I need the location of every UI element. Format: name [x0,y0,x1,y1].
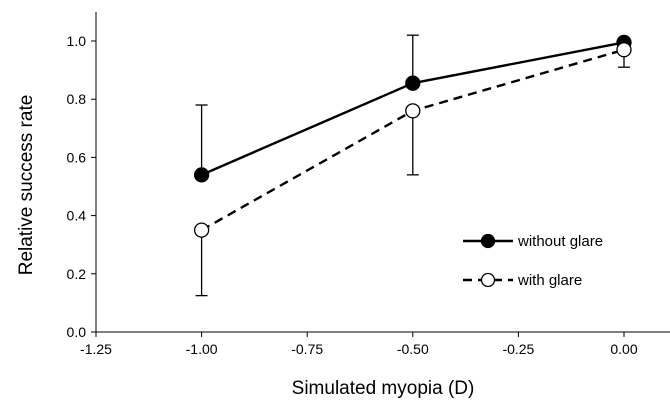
legend-marker-without-glare [480,233,496,249]
x-tick-label: -0.50 [397,341,429,357]
data-point-with-glare [616,42,632,58]
y-tick-label: 0.6 [67,149,87,165]
y-axis-title: Relative success rate [16,95,37,276]
x-tick-label: -0.25 [502,341,534,357]
legend: without glare with glare [463,233,603,289]
series-markers [193,34,632,238]
data-point-without-glare [405,75,421,91]
data-point-without-glare [193,167,210,183]
x-axis-title: Simulated myopia (D) [292,378,475,399]
legend-marker-with-glare [480,272,496,288]
x-tick-label: -1.00 [186,341,218,357]
y-tick-label: 1.0 [67,33,87,49]
y-tick-label: 0.2 [67,266,87,282]
data-point-with-glare [405,103,421,119]
x-tick-label: -0.75 [291,341,323,357]
legend-label-with-glare: with glare [517,272,582,289]
y-tick-label: 0.4 [67,208,87,224]
x-tick-label: 0.00 [610,341,637,357]
y-tick-label: 0.8 [67,91,87,107]
error-bars [195,34,630,297]
tick-labels: 0.0 0.2 0.4 0.6 0.8 1.0 -1.25 -1.00 -0.75 -0.50 -0… [67,33,638,357]
data-point-with-glare [193,222,210,238]
axes [91,12,670,337]
x-tick-label: -1.25 [80,341,112,357]
legend-label-without-glare: without glare [517,233,603,250]
y-tick-label: 0.0 [67,324,87,340]
